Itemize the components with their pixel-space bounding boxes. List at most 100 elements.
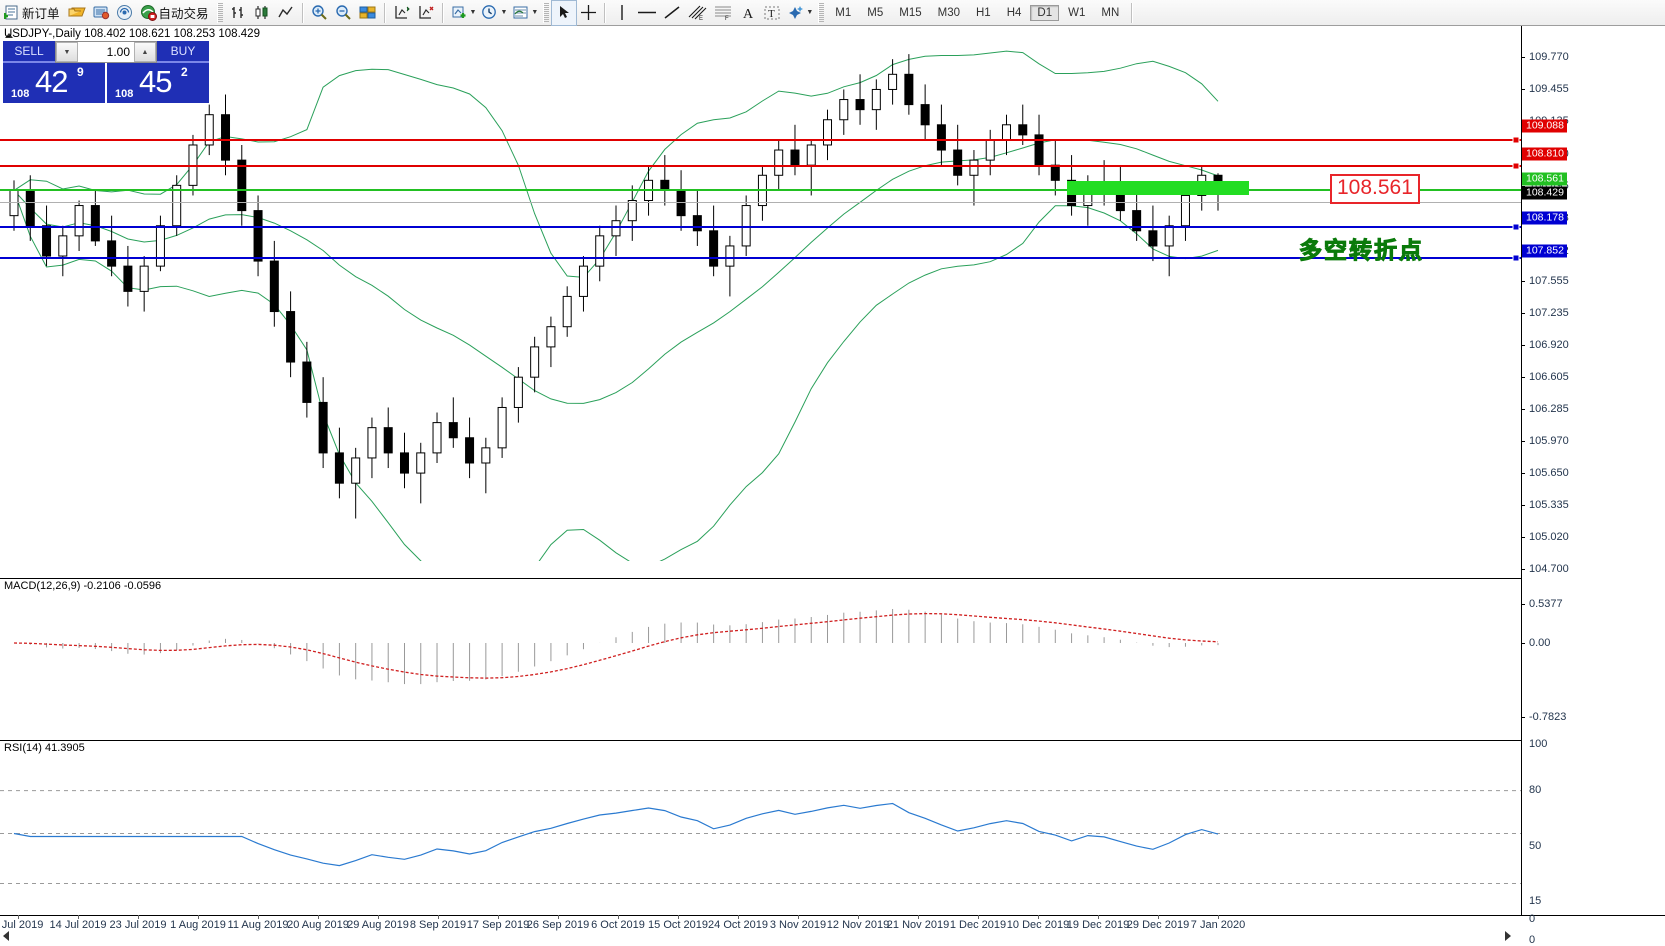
- price-tag-108810[interactable]: 108.810: [1522, 147, 1567, 161]
- chevron-down-icon-4[interactable]: ▼: [806, 9, 814, 16]
- cursor-icon[interactable]: [551, 0, 578, 26]
- text-icon[interactable]: A: [736, 1, 760, 25]
- ask-price-quote[interactable]: 108 45 2: [107, 63, 209, 103]
- resistance-line-108810[interactable]: [0, 165, 1521, 167]
- bollinger-lower: [13, 190, 1219, 561]
- signals-icon[interactable]: [113, 1, 137, 25]
- toolbar-grip[interactable]: [216, 2, 223, 23]
- periods-icon[interactable]: ▼: [478, 1, 509, 25]
- grid-icon[interactable]: [414, 1, 438, 25]
- line-handle-107852[interactable]: [1512, 254, 1520, 262]
- bid-price-quote[interactable]: 108 42 9: [3, 63, 105, 103]
- date-tick: [858, 915, 859, 919]
- volume-input[interactable]: 1.00: [106, 45, 130, 59]
- price-tick: [1521, 536, 1525, 538]
- toolbar-separator-3: [441, 2, 444, 23]
- candlestick: [25, 175, 35, 241]
- volume-stepper[interactable]: ▼ 1.00 ▲: [55, 41, 157, 63]
- bid-price-sup: 9: [77, 65, 84, 79]
- line-chart-icon[interactable]: [274, 1, 298, 25]
- line-handle-108178[interactable]: [1512, 223, 1520, 231]
- hline-icon[interactable]: [634, 1, 660, 25]
- timeframe-m15[interactable]: M15: [899, 6, 922, 19]
- date-label: 10 Dec 2019: [1006, 919, 1070, 931]
- date-label: 8 Sep 2019: [409, 919, 467, 931]
- equidistant-channel-icon[interactable]: E: [684, 1, 710, 25]
- candlestick: [888, 59, 898, 105]
- volume-down-button[interactable]: ▼: [56, 42, 78, 62]
- pivot-highlight-slab[interactable]: [1067, 181, 1249, 195]
- tile-windows-icon[interactable]: [356, 1, 380, 25]
- oct-quotes-row: 108 42 9 108 45 2: [3, 63, 209, 103]
- vline-icon[interactable]: [610, 1, 634, 25]
- price-tag-108561[interactable]: 108.561: [1522, 172, 1567, 186]
- bar-chart-icon[interactable]: [226, 1, 250, 25]
- folder-icon[interactable]: [65, 1, 89, 25]
- label-icon[interactable]: T: [760, 1, 784, 25]
- timeframe-mn[interactable]: MN: [1101, 6, 1120, 19]
- candlestick-chart-icon[interactable]: [250, 1, 274, 25]
- timeframe-d1[interactable]: D1: [1030, 4, 1060, 21]
- pivot-line-108561[interactable]: [0, 189, 1521, 191]
- price-tag-109088[interactable]: 109.088: [1522, 119, 1567, 133]
- candlestick: [823, 109, 833, 161]
- quote-divider: [105, 63, 107, 103]
- fibonacci-icon[interactable]: F: [710, 1, 736, 25]
- price-tag-107852[interactable]: 107.852: [1522, 244, 1567, 258]
- timeframe-w1[interactable]: W1: [1068, 6, 1086, 19]
- chevron-down-icon[interactable]: ▼: [469, 9, 477, 16]
- timeframe-m1[interactable]: M1: [835, 6, 852, 19]
- new-order-button[interactable]: 新订单: [2, 1, 65, 25]
- line-handle-109088[interactable]: [1512, 136, 1520, 144]
- support-line-107852[interactable]: [0, 257, 1521, 259]
- candlestick: [172, 175, 182, 236]
- candlestick: [90, 190, 100, 246]
- timeframe-h1[interactable]: H1: [976, 6, 991, 19]
- buy-button[interactable]: BUY: [157, 41, 209, 63]
- candlestick: [318, 377, 328, 469]
- timeframe-m5[interactable]: M5: [867, 6, 884, 19]
- date-tick: [18, 915, 19, 919]
- price-tag-108178[interactable]: 108.178: [1522, 211, 1567, 225]
- turning-point-annotation[interactable]: 多空转折点: [1299, 237, 1424, 264]
- level-price-annotation[interactable]: 108.561: [1330, 174, 1420, 204]
- price-tag-108429[interactable]: 108.429: [1522, 186, 1567, 200]
- candlestick: [757, 165, 767, 221]
- chevron-down-icon-2[interactable]: ▼: [500, 9, 508, 16]
- candlestick: [985, 129, 995, 176]
- line-handle-108810[interactable]: [1512, 162, 1520, 170]
- toolbar-grip-3[interactable]: [818, 2, 825, 23]
- zoom-out-icon[interactable]: [332, 1, 356, 25]
- price-tick-label: 109.770: [1529, 51, 1569, 64]
- collapse-triangle-icon[interactable]: [5, 33, 13, 38]
- date-tick: [1158, 915, 1159, 919]
- chart-canvas[interactable]: USDJPY-,Daily 108.402 108.621 108.253 10…: [0, 26, 1665, 946]
- scroll-left-icon[interactable]: [3, 931, 9, 941]
- support-line-108178[interactable]: [0, 226, 1521, 228]
- chevron-down-icon-3[interactable]: ▼: [531, 9, 539, 16]
- ask-price-big: 45: [139, 64, 172, 99]
- candlestick: [806, 139, 816, 196]
- indicators-icon[interactable]: ▼: [448, 1, 479, 25]
- crosshair-icon[interactable]: [576, 1, 600, 25]
- timeframe-h4[interactable]: H4: [1006, 6, 1022, 19]
- profiles-icon[interactable]: [89, 1, 113, 25]
- sell-button[interactable]: SELL: [3, 41, 55, 63]
- templates-icon[interactable]: ▼: [509, 1, 540, 25]
- price-tick-label: 104.700: [1529, 563, 1569, 575]
- timeframe-m30[interactable]: M30: [937, 6, 960, 19]
- autotrade-button[interactable]: 自动交易: [137, 1, 214, 25]
- shapes-icon[interactable]: ▼: [784, 1, 815, 25]
- data-window-icon[interactable]: [390, 1, 414, 25]
- candlestick: [546, 316, 556, 368]
- toolbar-grip-2[interactable]: [543, 2, 550, 23]
- trendline-icon[interactable]: [660, 1, 684, 25]
- candlestick: [286, 291, 296, 378]
- zoom-in-icon[interactable]: [308, 1, 332, 25]
- scroll-right-icon[interactable]: [1505, 931, 1511, 941]
- one-click-trading-panel[interactable]: SELL ▼ 1.00 ▲ BUY 108 42 9 108 45 2: [3, 41, 209, 103]
- volume-up-button[interactable]: ▲: [134, 42, 156, 62]
- candlestick: [855, 74, 865, 125]
- resistance-line-109088[interactable]: [0, 139, 1521, 141]
